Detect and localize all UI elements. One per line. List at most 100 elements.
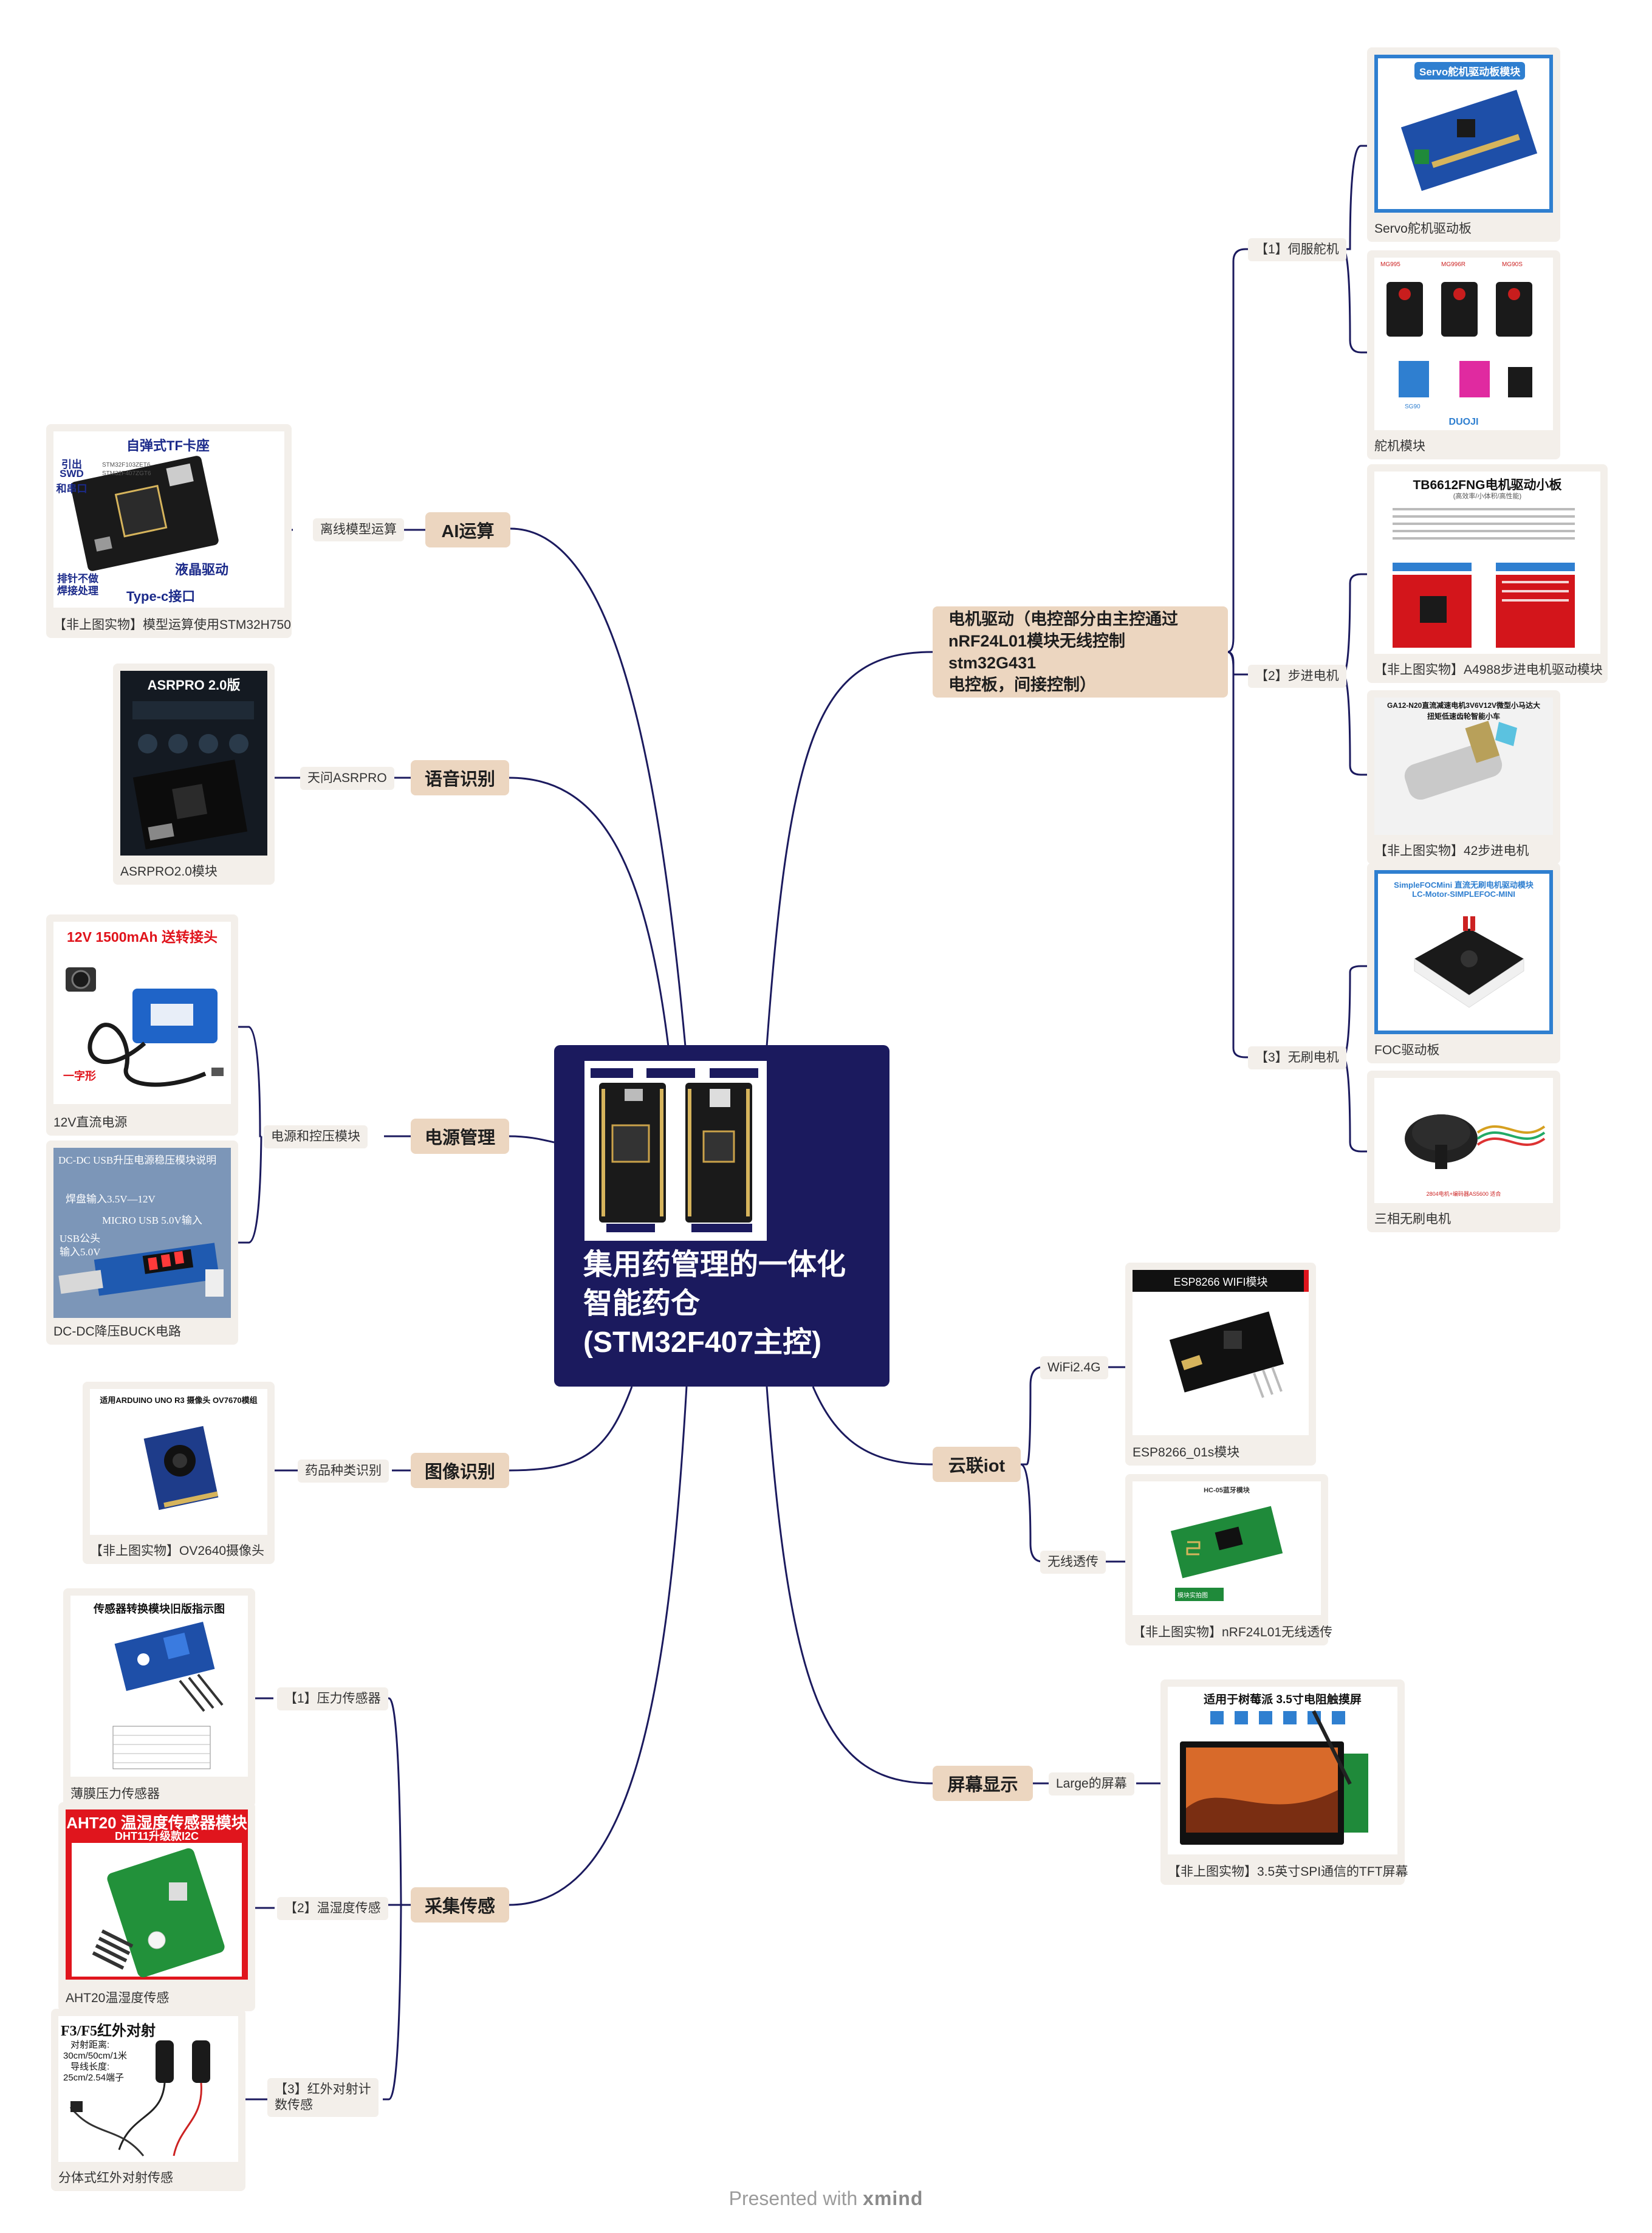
- text-foc-title: SimpleFOCMini 直流无刷电机驱动模块: [1394, 880, 1534, 890]
- text-tft-title: 适用于树莓派 3.5寸电阻触摸屏: [1204, 1693, 1362, 1706]
- card-12v-power[interactable]: 12V 1500mAh 送转接头 一字形 12V直流电源: [46, 914, 238, 1136]
- ov2640-image: 适用ARDUINO UNO R3 摄像头 OV7670模组: [90, 1389, 267, 1535]
- label-brushless[interactable]: 【3】无刷电机: [1248, 1046, 1346, 1069]
- text-lcd-driver: 液晶驱动: [175, 562, 229, 577]
- a4988-image: TB6612FNG电机驱动小板 (高效率/小体积/高性能): [1374, 472, 1600, 654]
- text-dcdc-5v: 输入5.0V: [60, 1246, 101, 1258]
- text-ir-wire-val: 25cm/2.54端子: [63, 2073, 125, 2083]
- label-power-module[interactable]: 电源和控压模块: [264, 1125, 368, 1148]
- card-servo-driver[interactable]: Servo舵机驱动板模块 Servo舵机驱动板: [1367, 47, 1560, 242]
- xmind-logo: xmind: [863, 2187, 924, 2209]
- topic-motor-drive[interactable]: 电机驱动（电控部分由主控通过 nRF24L01模块无线控制stm32G431 电…: [933, 606, 1228, 698]
- card-ov2640[interactable]: 适用ARDUINO UNO R3 摄像头 OV7670模组 【非上图实物】OV2…: [83, 1382, 275, 1564]
- topic-screen-display[interactable]: 屏幕显示: [933, 1766, 1033, 1801]
- asrpro-image: ASRPRO 2.0版: [120, 671, 267, 856]
- text-duoji: DUOJI: [1448, 417, 1479, 427]
- text-chip-2: STM32F407ZGT6: [102, 470, 151, 477]
- footer-branding: Presented with xmind: [0, 2187, 1652, 2210]
- text-header-a: 排针不做: [57, 573, 98, 585]
- tft-image: 适用于树莓派 3.5寸电阻触摸屏: [1168, 1687, 1397, 1854]
- topic-motor-label: 电机驱动（电控部分由主控通过 nRF24L01模块无线控制stm32G431 电…: [948, 610, 1178, 694]
- central-topic-title: 集用药管理的一体化 智能药仓 (STM32F407主控): [583, 1249, 846, 1359]
- infrared-image: F3/F5红外对射 对射距离: 30cm/50cm/1米 导线长度: 25cm/…: [58, 2016, 238, 2162]
- caption-foc: FOC驱动板: [1374, 1043, 1440, 1057]
- card-stepper-42[interactable]: GA12-N20直流减速电机3V6V12V微型小马达大 扭矩低速齿轮智能小车 【…: [1367, 690, 1560, 864]
- text-esp-title: ESP8266 WIFI模块: [1173, 1276, 1268, 1288]
- link-sensor: [509, 1386, 688, 1906]
- text-header-b: 焊接处理: [57, 585, 98, 597]
- topic-image-recognition[interactable]: 图像识别: [411, 1453, 509, 1488]
- card-a4988[interactable]: TB6612FNG电机驱动小板 (高效率/小体积/高性能) 【非上图实物】A49…: [1367, 464, 1608, 683]
- text-dcdc-usb: MICRO USB 5.0V输入: [102, 1215, 202, 1226]
- label-large-screen[interactable]: Large的屏幕: [1049, 1772, 1134, 1796]
- text-ga12-title: GA12-N20直流减速电机3V6V12V微型小马达大: [1386, 701, 1541, 710]
- text-foc-subtitle: LC-Motor-SIMPLEFOC-MINI: [1412, 890, 1515, 899]
- text-chip-1: STM32F103ZET6: [102, 462, 151, 468]
- topic-sensor-label: 采集传感: [424, 1897, 495, 1916]
- label-wifi[interactable]: WiFi2.4G: [1040, 1356, 1108, 1379]
- text-dcdc-title: DC-DC USB升压电源稳压模块说明: [58, 1154, 217, 1166]
- topic-ai-compute[interactable]: AI运算: [425, 512, 510, 547]
- label-infrared-counter[interactable]: 【3】红外对射计 数传感: [267, 2078, 379, 2117]
- caption-ov2640: 【非上图实物】OV2640摄像头: [90, 1544, 265, 1558]
- text-pressure-title: 传感器转换模块旧版指示图: [94, 1603, 225, 1615]
- card-pressure-sensor[interactable]: 传感器转换模块旧版指示图 薄膜压力传感器: [63, 1588, 255, 1807]
- nrf24l01-image: HC-05蓝牙模块 模块实拍图: [1133, 1481, 1321, 1615]
- servo-module-image: MG995 MG996R MG90S DUOJI SG90: [1374, 258, 1553, 430]
- topic-power-management[interactable]: 电源管理: [411, 1119, 509, 1154]
- central-topic[interactable]: 集用药管理的一体化 智能药仓 (STM32F407主控): [554, 1045, 889, 1387]
- text-dcdc-input: 焊盘输入3.5V—12V: [66, 1193, 156, 1205]
- label-pressure-sensor[interactable]: 【1】压力传感器: [277, 1687, 388, 1710]
- pressure-sensor-image: 传感器转换模块旧版指示图: [70, 1596, 248, 1777]
- card-tft[interactable]: 适用于树莓派 3.5寸电阻触摸屏 【非上图实物】3.5英寸SPI通信的TFT屏幕: [1160, 1679, 1408, 1885]
- text-mg995: MG995: [1380, 261, 1400, 268]
- topic-cloud-iot[interactable]: 云联iot: [933, 1447, 1021, 1482]
- topic-sensor-collection[interactable]: 采集传感: [411, 1887, 509, 1923]
- caption-aht20: AHT20温湿度传感: [66, 1991, 170, 2005]
- label-offline-model[interactable]: 离线模型运算: [313, 518, 404, 541]
- card-dcdc-buck[interactable]: DC-DC USB升压电源稳压模块说明 焊盘输入3.5V—12V MICRO U…: [46, 1141, 238, 1345]
- text-mg90s: MG90S: [1502, 261, 1523, 268]
- card-esp8266[interactable]: ESP8266 WIFI模块 ESP8266_01s模块: [1125, 1263, 1316, 1466]
- text-typec: Type-c接口: [126, 589, 196, 604]
- text-hc05-title: HC-05蓝牙模块: [1204, 1487, 1250, 1494]
- topic-iot-label: 云联iot: [948, 1456, 1006, 1476]
- footer-prefix: Presented with: [728, 2187, 858, 2209]
- board-illustration: [588, 1065, 763, 1237]
- text-hc05-badge: 模块实拍图: [1177, 1593, 1208, 1599]
- text-aht20-title: AHT20 温湿度传感器模块: [66, 1814, 247, 1832]
- card-asrpro[interactable]: ASRPRO 2.0版 ASRPRO2.0模块: [113, 664, 275, 885]
- link-ai: [510, 527, 687, 1047]
- card-stm32h750[interactable]: 自弹式TF卡座 引出 SWD 和串口 STM32F103ZET6 STM32F4…: [46, 424, 292, 638]
- card-foc[interactable]: SimpleFOCMini 直流无刷电机驱动模块 LC-Motor-SIMPLE…: [1367, 863, 1560, 1063]
- caption-servo-module: 舵机模块: [1374, 439, 1425, 453]
- caption-12v-power: 12V直流电源: [53, 1116, 128, 1130]
- label-drug-category[interactable]: 药品种类识别: [298, 1460, 389, 1483]
- text-uart: 和串口: [56, 483, 87, 495]
- label-wireless[interactable]: 无线透传: [1040, 1551, 1106, 1574]
- link-voice: [509, 777, 670, 1047]
- card-bldc[interactable]: 2804电机+编码器AS5600 适合 三相无刷电机: [1367, 1071, 1560, 1232]
- label-asrpro[interactable]: 天问ASRPRO: [300, 767, 394, 790]
- text-camera-title: 适用ARDUINO UNO R3 摄像头 OV7670模组: [100, 1396, 258, 1405]
- caption-stm32h750: 【非上图实物】模型运算使用STM32H750: [53, 618, 291, 632]
- card-nrf24l01[interactable]: HC-05蓝牙模块 模块实拍图 【非上图实物】nRF24L01无线透传: [1125, 1474, 1333, 1645]
- card-infrared[interactable]: F3/F5红外对射 对射距离: 30cm/50cm/1米 导线长度: 25cm/…: [51, 2009, 245, 2191]
- topic-ai-label: AI运算: [441, 522, 495, 541]
- label-servo[interactable]: 【1】伺服舵机: [1248, 238, 1346, 261]
- text-mg996r: MG996R: [1441, 261, 1466, 268]
- caption-a4988: 【非上图实物】A4988步进电机驱动模块: [1374, 663, 1603, 677]
- text-ga12-subtitle: 扭矩低速齿轮智能小车: [1427, 712, 1500, 721]
- link-display: [766, 1386, 933, 1785]
- topic-voice-recognition[interactable]: 语音识别: [411, 760, 509, 795]
- card-servo-module[interactable]: MG995 MG996R MG90S DUOJI SG90 舵机模块: [1367, 250, 1560, 459]
- caption-nrf24l01: 【非上图实物】nRF24L01无线透传: [1133, 1625, 1333, 1639]
- bldc-image: 2804电机+编码器AS5600 适合: [1374, 1078, 1553, 1203]
- label-stepper[interactable]: 【2】步进电机: [1248, 665, 1346, 688]
- label-temp-humidity[interactable]: 【2】温湿度传感: [277, 1897, 388, 1920]
- text-ir-wire: 导线长度:: [70, 2062, 110, 2072]
- text-aht20-subtitle: DHT11升级款I2C: [114, 1830, 199, 1842]
- foc-image: SimpleFOCMini 直流无刷电机驱动模块 LC-Motor-SIMPLE…: [1374, 870, 1553, 1034]
- link-iot: [812, 1386, 933, 1466]
- card-aht20[interactable]: AHT20 温湿度传感器模块 DHT11升级款I2C AHT20温湿度传感: [58, 1802, 255, 2011]
